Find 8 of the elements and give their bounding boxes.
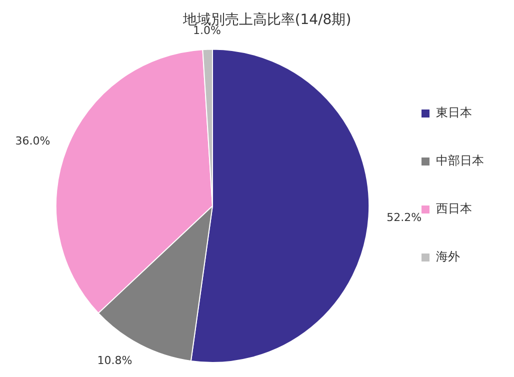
data-label: 36.0% [15, 134, 50, 148]
data-label: 52.2% [386, 210, 422, 224]
data-label: 10.8% [97, 354, 132, 367]
legend-label: 西日本 [436, 202, 472, 216]
data-label: 1.0% [193, 24, 221, 38]
legend-label: 海外 [436, 250, 460, 264]
legend-label: 東日本 [436, 106, 472, 120]
legend-label: 中部日本 [436, 154, 484, 168]
